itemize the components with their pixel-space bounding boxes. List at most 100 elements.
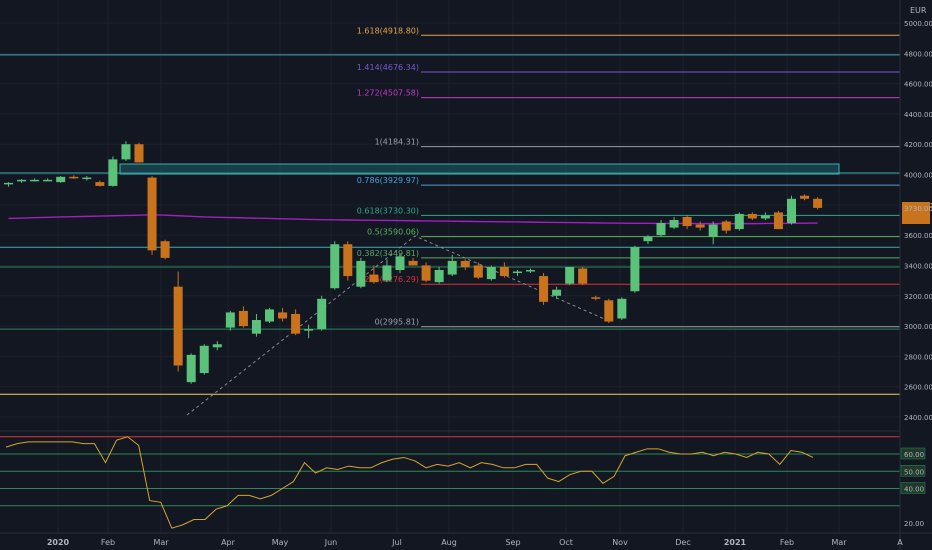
fibonacci-levels: 1.618(4918.80) 1.414(4676.34) 1.272(4507.5… xyxy=(357,26,900,328)
last-price-label: 3730.00 xyxy=(904,205,932,213)
time-tick-label: Mar xyxy=(831,538,847,547)
price-tick-label: 4800.00 xyxy=(904,50,932,58)
candle-body xyxy=(408,260,418,266)
candle-body xyxy=(330,244,340,289)
candle-body xyxy=(747,213,757,219)
candle-body xyxy=(760,215,770,219)
candle-body xyxy=(304,329,314,331)
time-tick-label: Aug xyxy=(441,538,457,547)
time-tick-label: Oct xyxy=(559,538,573,547)
fib-level-label: 0.5(3590.06) xyxy=(367,228,419,237)
time-tick-label: Jul xyxy=(391,538,402,547)
rsi-levels xyxy=(0,436,900,507)
candle-body xyxy=(356,260,366,287)
fib-level-label: 0.618(3730.30) xyxy=(357,206,419,215)
fib-level-label: 0.786(3929.97) xyxy=(357,176,419,185)
candle-body xyxy=(565,266,575,284)
fib-level-label: 1.414(4676.34) xyxy=(357,63,419,72)
candle-body xyxy=(199,345,209,374)
resistance-zone xyxy=(119,163,840,175)
price-tick-label: 3000.00 xyxy=(904,323,932,331)
candle-body xyxy=(773,212,783,230)
time-tick-label: Mar xyxy=(153,538,169,547)
price-tick-label: 4000.00 xyxy=(904,172,932,180)
candle-body xyxy=(682,216,692,227)
candle-body xyxy=(473,265,483,278)
time-tick-label: May xyxy=(272,538,289,547)
price-tick-label: 2600.00 xyxy=(904,384,932,392)
candle-body xyxy=(539,276,549,302)
candle-body xyxy=(4,182,13,185)
candle-body xyxy=(317,298,327,330)
candle-body xyxy=(630,247,640,292)
candle-body xyxy=(434,270,444,283)
time-tick-label: Apr xyxy=(221,538,236,547)
candle-body xyxy=(382,265,392,281)
candle-body xyxy=(108,159,118,186)
candle-body xyxy=(800,195,810,199)
time-tick-label: Feb xyxy=(780,538,794,547)
candle-body xyxy=(238,310,248,327)
candle-body xyxy=(695,224,705,228)
candle-body xyxy=(447,260,457,275)
candle-body xyxy=(669,220,679,228)
last-price-tag[interactable]: 3730.00 xyxy=(902,202,932,224)
candle-body xyxy=(186,354,196,383)
fib-level-label: 1(4184.31) xyxy=(375,138,419,147)
candle-body xyxy=(512,271,522,274)
candle-body xyxy=(56,176,66,183)
price-tick-label: 5000.00 xyxy=(904,20,932,28)
fib-level-label: 1.272(4507.58) xyxy=(357,89,419,98)
candle-body xyxy=(486,266,496,280)
candle-body xyxy=(43,179,53,182)
candle-body xyxy=(82,177,92,180)
candle-body xyxy=(421,265,431,281)
candle-body xyxy=(69,176,79,179)
time-tick-label: Feb xyxy=(101,538,115,547)
candle-body xyxy=(212,344,222,348)
time-tick-label: Dec xyxy=(675,538,690,547)
time-tick-label: A xyxy=(897,538,903,547)
candle-body xyxy=(721,221,731,231)
candle-body xyxy=(499,266,509,277)
candle-body xyxy=(617,298,627,319)
time-axis: 2020 Feb Mar Apr May Jun Jul Aug Sep Oct Nov Dec 202… xyxy=(47,538,903,547)
candle-body xyxy=(656,223,666,236)
rsi-tick-box xyxy=(900,465,926,477)
candle-body xyxy=(134,144,144,163)
candle-body xyxy=(643,236,653,242)
candle-body xyxy=(604,300,614,322)
rsi-tick-label: 40.00 xyxy=(904,486,924,494)
fib-level-label: 0(2995.81) xyxy=(375,318,419,327)
candle-body xyxy=(147,177,157,251)
price-tick-label: 3600.00 xyxy=(904,232,932,240)
candle-body xyxy=(734,213,744,230)
candle-body xyxy=(708,224,718,237)
candle-body xyxy=(591,297,601,299)
candle-body xyxy=(343,244,353,277)
candle-body xyxy=(30,179,40,182)
candle-body xyxy=(369,274,379,283)
price-tick-label: 2400.00 xyxy=(904,414,932,422)
candle-body xyxy=(526,270,535,272)
price-tick-label: 3200.00 xyxy=(904,293,932,301)
price-tick-label: 4200.00 xyxy=(904,141,932,149)
currency-label: EUR xyxy=(910,6,927,15)
candle-body xyxy=(552,289,562,296)
rsi-tick-box xyxy=(900,447,926,460)
fib-level-label: 0.382(3449.81) xyxy=(357,249,419,258)
fib-level-label: 1.618(4918.80) xyxy=(357,26,419,35)
candlestick-series xyxy=(4,141,823,384)
rsi-tick-box xyxy=(900,482,926,494)
candle-body xyxy=(251,320,261,334)
candle-body xyxy=(278,312,288,319)
time-tick-label: Nov xyxy=(612,538,628,547)
rsi-tick-label: 60.00 xyxy=(904,451,924,459)
price-tick-label: 4400.00 xyxy=(904,111,932,119)
price-tick-label: 2800.00 xyxy=(904,353,932,361)
time-tick-label: Sep xyxy=(505,538,520,547)
last-price-tag-bg xyxy=(902,202,930,224)
candle-body xyxy=(173,286,183,366)
